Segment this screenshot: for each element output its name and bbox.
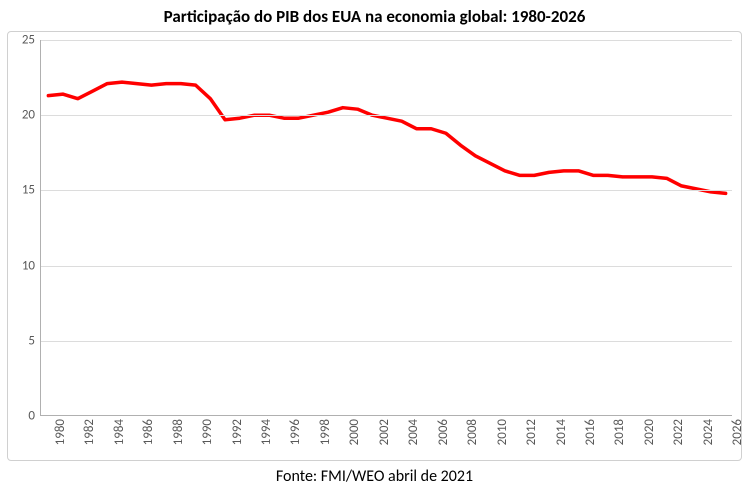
x-tick-label: 2000 (347, 415, 362, 445)
x-tick-label: 2012 (524, 415, 539, 445)
x-tick-label: 1996 (288, 415, 303, 445)
gridline (41, 115, 732, 116)
x-tick-label: 2014 (554, 415, 569, 445)
x-tick-label: 2024 (701, 415, 716, 445)
gridline (41, 341, 732, 342)
y-tick-label: 0 (28, 409, 41, 424)
chart-source: Fonte: FMI/WEO abril de 2021 (276, 461, 473, 486)
x-tick-label: 1990 (200, 415, 215, 445)
line-series (41, 40, 733, 416)
x-tick-label: 2002 (377, 415, 392, 445)
gridline (41, 266, 732, 267)
x-tick-label: 2004 (406, 415, 421, 445)
x-tick-label: 2026 (730, 415, 745, 445)
chart-container: 0 5 10 15 20 25 1980 1982 1984 1986 1988 1990 1992 19… (7, 31, 742, 461)
x-tick-label: 1998 (318, 415, 333, 445)
x-tick-label: 1984 (112, 415, 127, 445)
gridline (41, 40, 732, 41)
x-tick-label: 1986 (141, 415, 156, 445)
plot-area: 0510152025198019821984198619881990199219… (40, 40, 732, 416)
y-tick-label: 15 (22, 183, 41, 198)
y-tick-label: 25 (22, 33, 41, 48)
x-tick-label: 2020 (642, 415, 657, 445)
y-tick-label: 5 (28, 333, 41, 348)
x-tick-label: 2008 (465, 415, 480, 445)
x-tick-label: 2022 (671, 415, 686, 445)
x-tick-label: 2018 (612, 415, 627, 445)
x-tick-label: 1994 (259, 415, 274, 445)
chart-title: Participação do PIB dos EUA na economia … (164, 0, 586, 31)
x-tick-label: 2010 (495, 415, 510, 445)
x-tick-label: 2006 (436, 415, 451, 445)
x-tick-label: 1982 (82, 415, 97, 445)
y-tick-label: 10 (22, 258, 41, 273)
y-tick-label: 20 (22, 108, 41, 123)
gridline (41, 190, 732, 191)
x-tick-label: 1988 (171, 415, 186, 445)
data-line (48, 82, 725, 193)
x-tick-label: 1980 (53, 415, 68, 445)
x-tick-label: 1992 (230, 415, 245, 445)
x-tick-label: 2016 (583, 415, 598, 445)
